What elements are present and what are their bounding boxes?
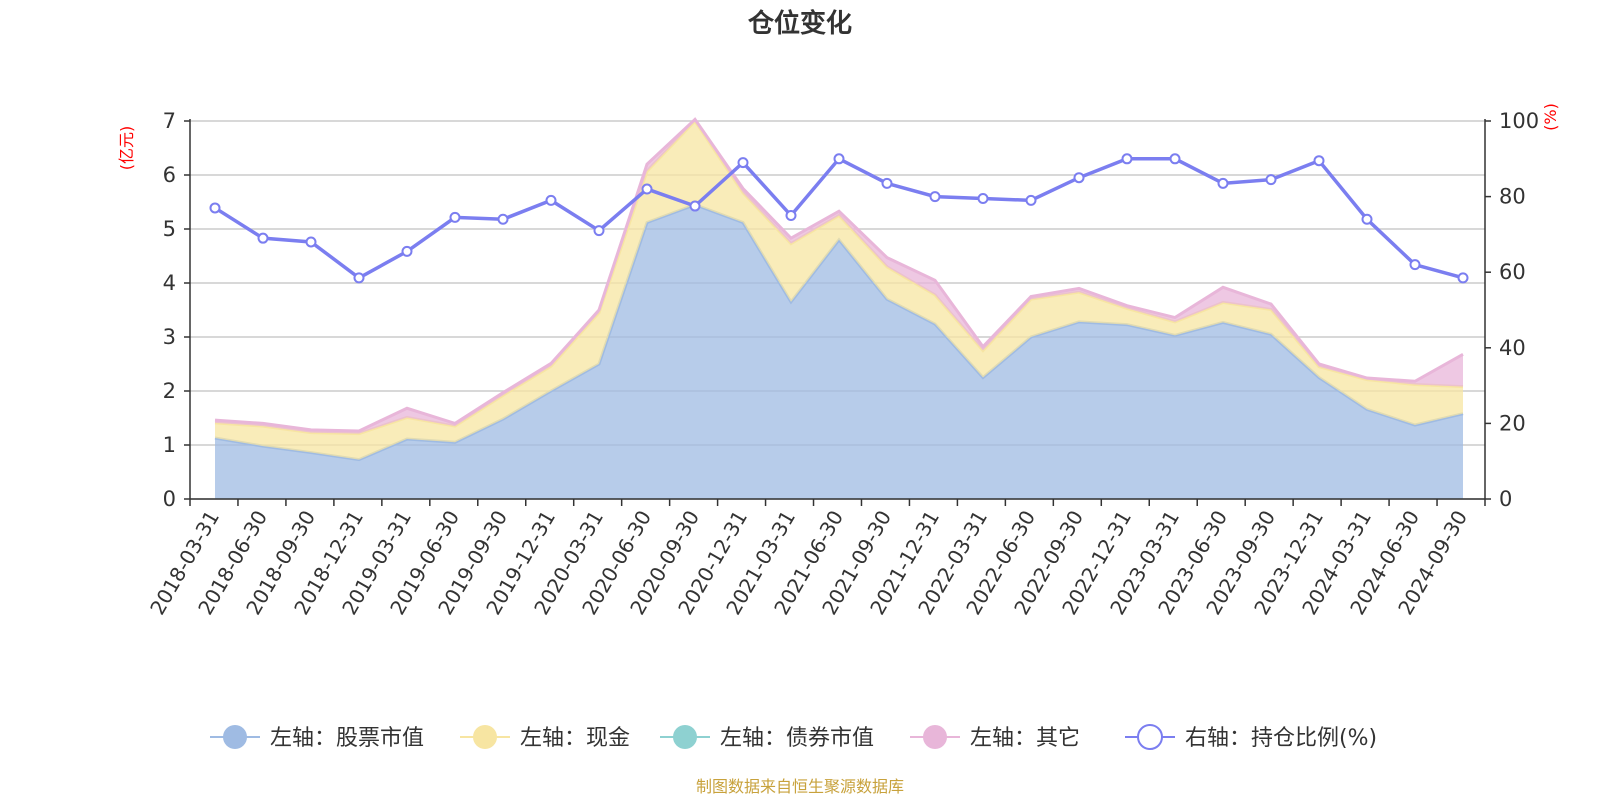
holding-ratio-point [833, 153, 845, 165]
holding-ratio-point [1265, 174, 1277, 186]
holding-ratio-series [209, 153, 1469, 284]
holding-ratio-point [353, 272, 365, 284]
holding-ratio-point [1169, 153, 1181, 165]
holding-ratio-point [1217, 177, 1229, 189]
left-tick-label: 3 [163, 325, 176, 349]
holding-ratio-point [977, 192, 989, 204]
holding-ratio-point [593, 225, 605, 237]
right-tick-label: 40 [1499, 336, 1526, 360]
holding-ratio-point [449, 211, 461, 223]
holding-ratio-point [689, 200, 701, 212]
holding-ratio-point [929, 191, 941, 203]
left-tick-label: 5 [163, 217, 176, 241]
right-axis-unit: (%) [1541, 103, 1560, 131]
holding-ratio-point [1121, 153, 1133, 165]
right-tick-label: 100 [1499, 109, 1539, 133]
holding-ratio-point [737, 157, 749, 169]
left-axis-unit: (亿元) [117, 126, 136, 171]
legend-label: 左轴：现金 [520, 726, 630, 751]
left-tick-label: 4 [163, 271, 176, 295]
holding-ratio-point [305, 236, 317, 248]
chart-title: 仓位变化 [747, 8, 852, 39]
left-tick-label: 0 [163, 487, 176, 511]
holding-ratio-point [497, 213, 509, 225]
holding-ratio-point [401, 245, 413, 257]
area-edge-line [214, 117, 1464, 433]
holding-ratio-point [1073, 172, 1085, 184]
right-tick-label: 80 [1499, 185, 1526, 209]
legend-marker [923, 725, 947, 749]
legend-marker [1137, 724, 1163, 750]
left-tick-label: 1 [163, 433, 176, 457]
holding-ratio-point [881, 177, 893, 189]
holding-ratio-point [257, 232, 269, 244]
left-tick-label: 2 [163, 379, 176, 403]
legend-label: 左轴：其它 [970, 726, 1080, 751]
legend: 左轴：股票市值 左轴：现金 左轴：债券市值 左轴：其它 右轴：持仓比例(%) [210, 724, 1377, 751]
data-source-footer: 制图数据来自恒生聚源数据库 [696, 777, 904, 796]
holding-ratio-point [1313, 155, 1325, 167]
holding-ratio-point [1409, 259, 1421, 271]
left-tick-label: 7 [163, 109, 176, 133]
holding-ratio-point [209, 202, 221, 214]
stacked-areas [214, 117, 1464, 499]
left-tick-label: 6 [163, 163, 176, 187]
holding-ratio-point [1361, 213, 1373, 225]
right-tick-label: 20 [1499, 411, 1526, 435]
holding-ratio-point [1025, 194, 1037, 206]
holding-ratio-point [641, 183, 653, 195]
legend-label: 左轴：债券市值 [720, 726, 874, 751]
legend-label: 左轴：股票市值 [270, 726, 424, 751]
legend-marker [223, 725, 247, 749]
legend-label: 右轴：持仓比例(%) [1185, 726, 1377, 751]
legend-marker [673, 725, 697, 749]
holding-ratio-point [1457, 272, 1469, 284]
holding-ratio-point [545, 194, 557, 206]
area-fill [215, 204, 1463, 499]
legend-marker [473, 725, 497, 749]
holding-ratio-point [785, 210, 797, 221]
right-tick-label: 60 [1499, 260, 1526, 284]
right-tick-label: 0 [1499, 487, 1512, 511]
